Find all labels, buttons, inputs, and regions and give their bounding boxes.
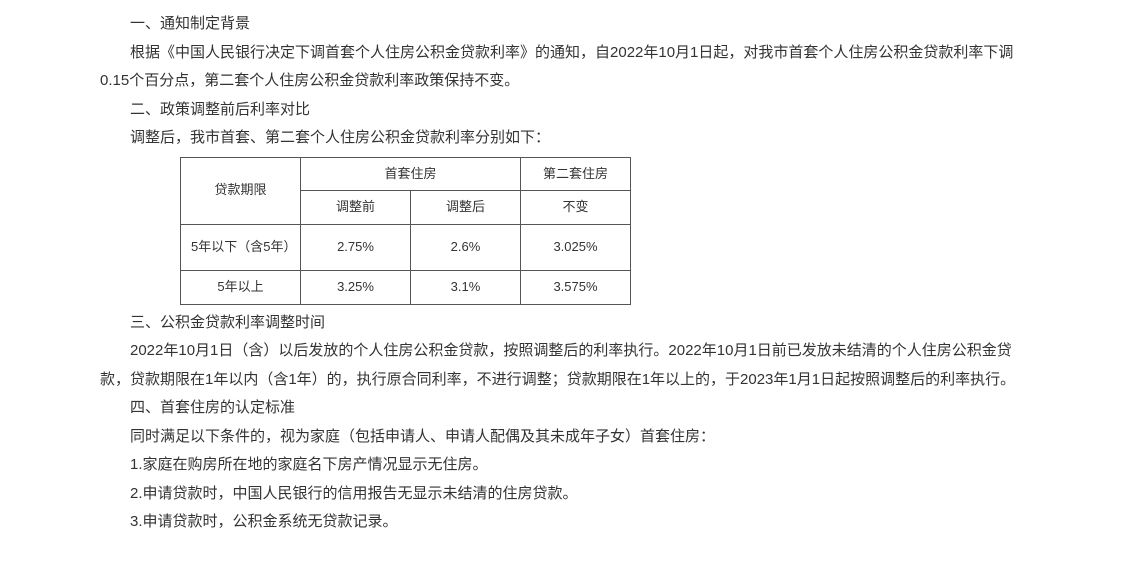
td-after: 3.1% [411, 270, 521, 304]
th-before: 调整前 [301, 191, 411, 225]
table-header-row-1: 贷款期限 首套住房 第二套住房 [181, 157, 631, 191]
section-1-paragraph: 根据《中国人民银行决定下调首套个人住房公积金贷款利率》的通知，自2022年10月… [100, 39, 1022, 96]
section-2-title: 二、政策调整前后利率对比 [100, 96, 1022, 125]
td-second: 3.025% [521, 224, 631, 270]
td-before: 3.25% [301, 270, 411, 304]
td-before: 2.75% [301, 224, 411, 270]
td-term: 5年以下（含5年） [181, 224, 301, 270]
th-term: 贷款期限 [181, 157, 301, 224]
criteria-item-2: 2.申请贷款时，中国人民银行的信用报告无显示未结清的住房贷款。 [100, 480, 1022, 509]
td-after: 2.6% [411, 224, 521, 270]
rate-comparison-table: 贷款期限 首套住房 第二套住房 调整前 调整后 不变 5年以下（含5年） 2.7… [180, 157, 631, 305]
criteria-item-3: 3.申请贷款时，公积金系统无贷款记录。 [100, 508, 1022, 537]
table-row: 5年以上 3.25% 3.1% 3.575% [181, 270, 631, 304]
criteria-item-1: 1.家庭在购房所在地的家庭名下房产情况显示无住房。 [100, 451, 1022, 480]
table-row: 5年以下（含5年） 2.75% 2.6% 3.025% [181, 224, 631, 270]
section-3-paragraph: 2022年10月1日（含）以后发放的个人住房公积金贷款，按照调整后的利率执行。2… [100, 337, 1022, 394]
th-first-home: 首套住房 [301, 157, 521, 191]
section-4-paragraph: 同时满足以下条件的，视为家庭（包括申请人、申请人配偶及其未成年子女）首套住房： [100, 423, 1022, 452]
th-after: 调整后 [411, 191, 521, 225]
td-term: 5年以上 [181, 270, 301, 304]
section-1-title: 一、通知制定背景 [100, 10, 1022, 39]
th-second-home: 第二套住房 [521, 157, 631, 191]
section-2-paragraph: 调整后，我市首套、第二套个人住房公积金贷款利率分别如下： [100, 124, 1022, 153]
section-4-title: 四、首套住房的认定标准 [100, 394, 1022, 423]
section-3-title: 三、公积金贷款利率调整时间 [100, 309, 1022, 338]
th-unchanged: 不变 [521, 191, 631, 225]
td-second: 3.575% [521, 270, 631, 304]
